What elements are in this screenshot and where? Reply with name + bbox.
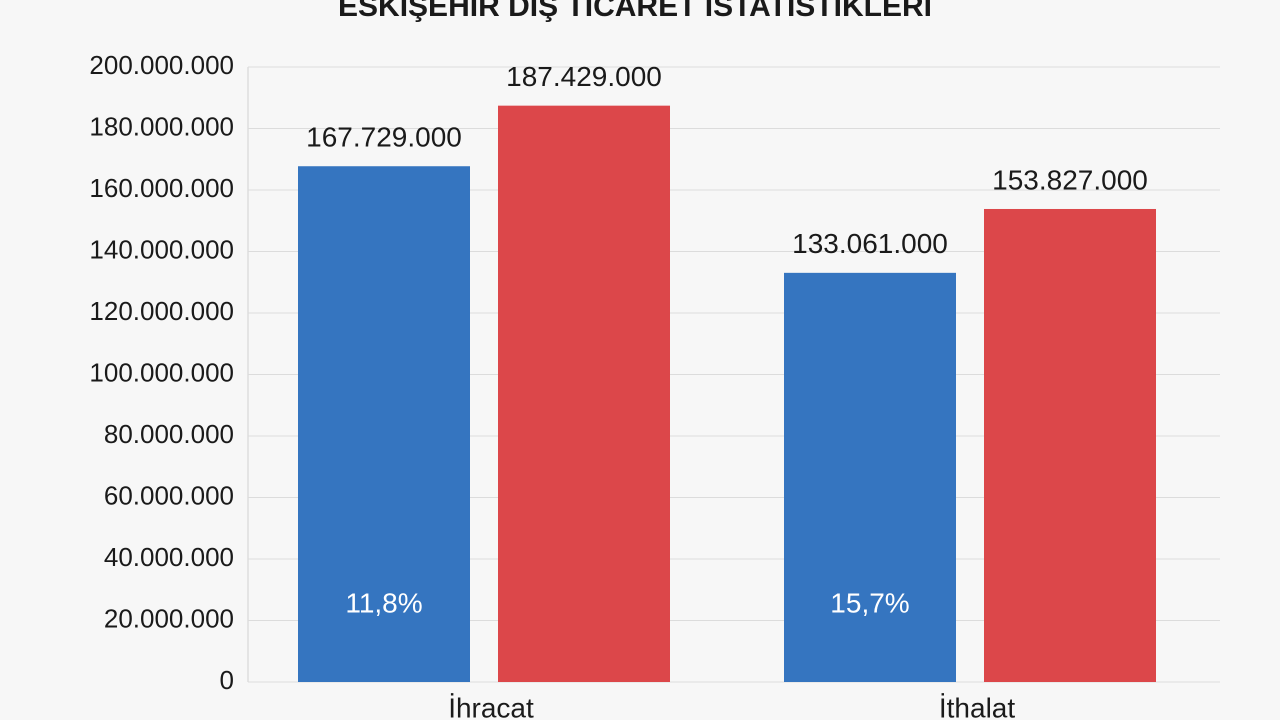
bar bbox=[784, 272, 956, 682]
value-label: 153.827.000 bbox=[992, 164, 1148, 195]
bar bbox=[984, 208, 1156, 682]
x-tick-label: İhracat bbox=[448, 692, 534, 720]
y-tick-label: 140.000.000 bbox=[89, 234, 234, 264]
bar bbox=[498, 105, 670, 682]
y-tick-label: 180.000.000 bbox=[89, 111, 234, 141]
value-label: 133.061.000 bbox=[792, 228, 948, 259]
y-tick-label: 20.000.000 bbox=[104, 603, 234, 633]
y-tick-label: 80.000.000 bbox=[104, 419, 234, 449]
y-tick-label: 0 bbox=[220, 665, 234, 695]
bar bbox=[298, 166, 470, 682]
x-tick-label: İthalat bbox=[939, 692, 1015, 720]
y-tick-label: 60.000.000 bbox=[104, 480, 234, 510]
y-tick-label: 160.000.000 bbox=[89, 173, 234, 203]
percent-label: 11,8% bbox=[345, 587, 422, 618]
y-tick-label: 200.000.000 bbox=[89, 50, 234, 80]
percent-label: 15,7% bbox=[830, 587, 909, 618]
y-tick-label: 100.000.000 bbox=[89, 357, 234, 387]
value-label: 187.429.000 bbox=[506, 61, 662, 92]
y-tick-label: 40.000.000 bbox=[104, 542, 234, 572]
y-tick-label: 120.000.000 bbox=[89, 296, 234, 326]
value-label: 167.729.000 bbox=[306, 122, 462, 153]
chart-title: ESKİŞEHİR DIŞ TİCARET İSTATİSTİKLERİ bbox=[338, 0, 932, 23]
